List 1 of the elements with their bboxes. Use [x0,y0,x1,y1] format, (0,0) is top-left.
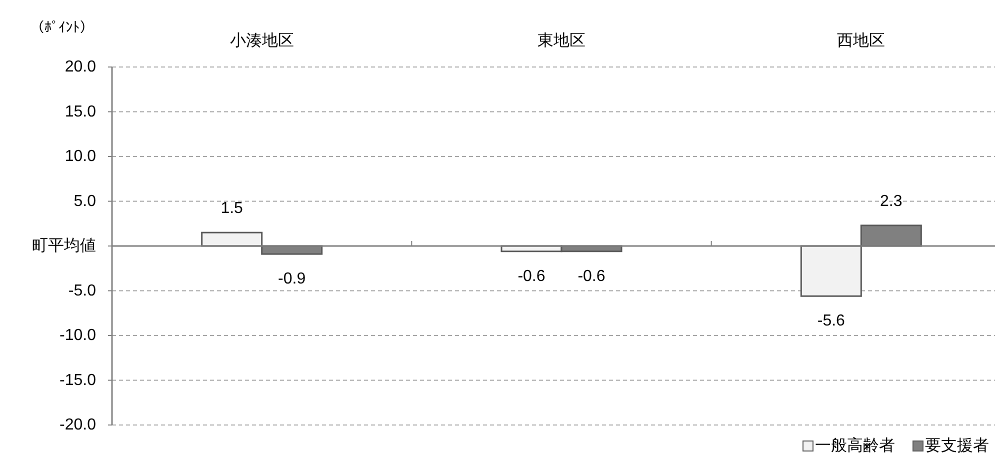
ylabel: （ﾎﾟｲﾝﾄ） [30,19,94,35]
